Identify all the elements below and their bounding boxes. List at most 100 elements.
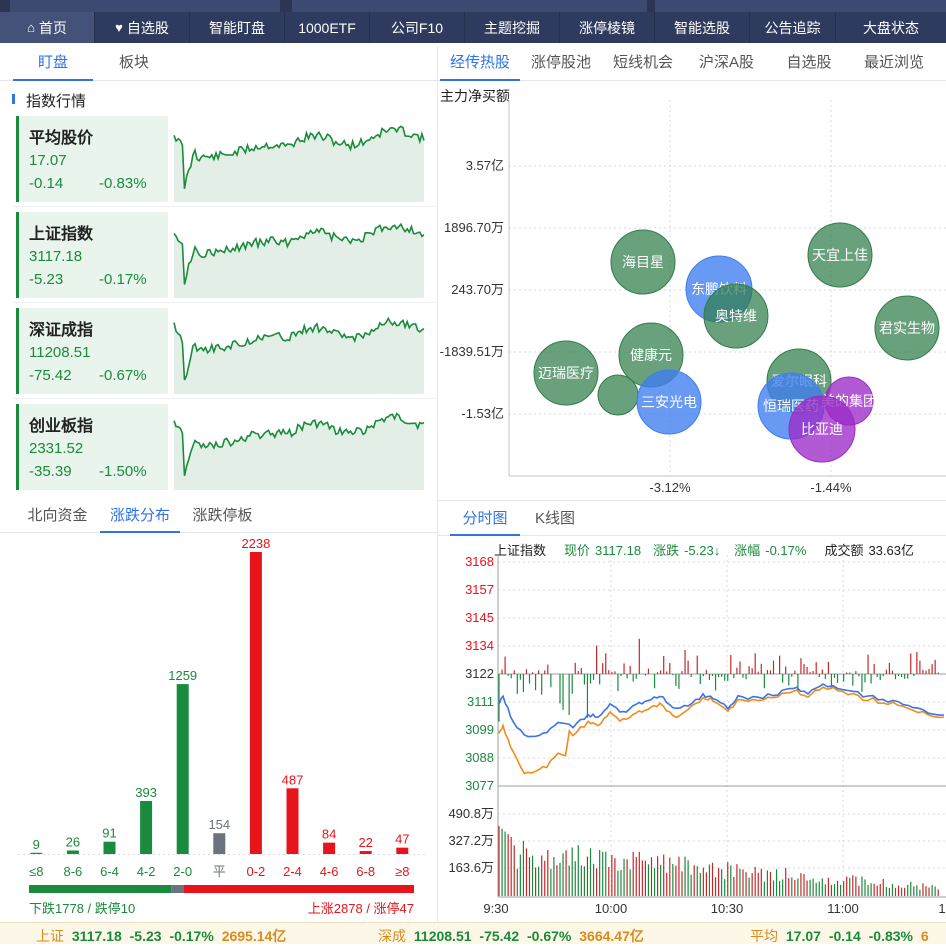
bubble-比亚迪[interactable]: 比亚迪 [788, 395, 856, 463]
bubble-奥特维[interactable]: 奥特维 [703, 283, 769, 349]
ticker-pct: -0.17% [169, 928, 214, 944]
nav-f10[interactable]: 公司F10 [370, 12, 465, 43]
dist-bar[interactable] [66, 850, 79, 854]
bubble-君实生物[interactable]: 君实生物 [874, 295, 940, 361]
bubble-健康元[interactable]: 健康元 [618, 322, 684, 388]
index-change: -35.39 [29, 463, 72, 480]
sparkline-sh [173, 222, 425, 298]
dist-bar[interactable] [103, 841, 116, 854]
dist-value-label: 1259 [168, 668, 197, 683]
tab-recent[interactable]: 最近浏览 [863, 54, 924, 71]
dist-category-label: 4-6 [320, 864, 339, 879]
ratio-up-segment [183, 885, 414, 893]
price-ytick: 3122 [465, 666, 494, 681]
tab-watchlist[interactable]: 自选股 [786, 54, 832, 71]
tab-watch[interactable]: 盯盘 [13, 46, 93, 81]
nav-smart-pick[interactable]: 智能选股 [655, 12, 750, 43]
ticker-sh[interactable]: 上证 3117.18 -5.23 -0.17% 2695.14亿 [36, 926, 286, 946]
index-card-avg[interactable]: 平均股价 17.07 -0.14 -0.83% [16, 116, 168, 202]
price-ytick: 3111 [467, 694, 494, 709]
nav-1000etf[interactable]: 1000ETF [285, 12, 370, 43]
bubble-unnamed[interactable] [597, 374, 639, 416]
index-change: -0.14 [29, 175, 64, 192]
index-price: 17.07 [29, 152, 67, 169]
timechart-header: 上证指数 现价 3117.18 涨跌 -5.23↓ 涨幅 -0.17% 成交额 33.63亿 [494, 543, 914, 558]
nav-home[interactable]: ⌂ 首页 [0, 12, 95, 43]
dist-bar[interactable] [176, 684, 189, 854]
bubble-三安光电[interactable]: 三安光电 [636, 369, 702, 435]
price-ytick: 3077 [465, 778, 494, 793]
dist-bar[interactable] [30, 852, 43, 854]
price-ytick: 3145 [465, 610, 494, 625]
timechart-change: -5.23↓ [684, 543, 721, 558]
volume-ytick: 163.6万 [448, 860, 494, 875]
index-change: -75.42 [29, 367, 72, 384]
index-card-sz[interactable]: 深证成指 11208.51 -75.42 -0.67% [16, 308, 168, 394]
index-price: 3117.18 [29, 248, 83, 265]
nav-watchlist[interactable]: ♥ 自选股 [95, 12, 190, 43]
dist-bar[interactable] [359, 851, 372, 854]
dist-category-label: 2-0 [173, 864, 192, 879]
bubble-海目星[interactable]: 海目星 [610, 229, 676, 295]
nav-theme[interactable]: 主题挖掘 [465, 12, 560, 43]
tab-limit-pool[interactable]: 涨停股池 [530, 54, 591, 71]
nav-announcement[interactable]: 公告追踪 [750, 12, 836, 43]
timechart-index-name: 上证指数 [494, 543, 547, 558]
bubble-xtick: -3.12% [649, 480, 691, 495]
dist-bar[interactable] [396, 847, 409, 854]
tab-intraday[interactable]: 分时图 [450, 502, 520, 536]
index-pct: -0.83% [99, 175, 147, 192]
dist-value-label: 22 [358, 835, 372, 850]
dist-footer-down: 下跌1778 / 跌停10 [29, 901, 135, 916]
ticker-name: 平均 [750, 928, 778, 944]
index-change: -5.23 [29, 271, 64, 288]
ticker-change: -5.23 [129, 928, 162, 944]
index-card-cyb[interactable]: 创业板指 2331.52 -35.39 -1.50% [16, 404, 168, 490]
tab-short-term[interactable]: 短线机会 [612, 54, 673, 71]
vertical-divider [437, 46, 438, 922]
nav-smart-watch[interactable]: 智能盯盘 [190, 12, 285, 43]
tab-distribution[interactable]: 涨跌分布 [100, 499, 180, 533]
ticker-sz[interactable]: 深成 11208.51 -75.42 -0.67% 3664.47亿 [378, 926, 644, 946]
ticker-pct: -0.83% [868, 928, 913, 944]
tab-a-shares[interactable]: 沪深A股 [698, 54, 754, 71]
ticker-name: 上证 [36, 928, 64, 944]
card-divider [12, 206, 438, 207]
bubble-label: 海目星 [622, 254, 664, 270]
nav-limit-prism[interactable]: 涨停棱镜 [560, 12, 655, 43]
index-name: 上证指数 [29, 226, 94, 243]
bubble-label: 君实生物 [879, 320, 935, 336]
index-card-sh[interactable]: 上证指数 3117.18 -5.23 -0.17% [16, 212, 168, 298]
dist-value-label: 393 [135, 785, 157, 800]
card-divider [12, 302, 438, 303]
tab-northbound[interactable]: 北向资金 [27, 507, 88, 524]
price-ytick: 3134 [465, 638, 494, 653]
dist-bar[interactable] [286, 788, 299, 854]
dist-value-label: 2238 [241, 536, 270, 551]
volume-ytick: 327.2万 [448, 833, 494, 848]
dist-bar[interactable] [323, 842, 336, 854]
dist-bar[interactable] [213, 833, 226, 854]
bubble-ytick: 243.70万 [451, 282, 504, 297]
dist-bar[interactable] [140, 800, 153, 854]
ticker-amount: 3664.47亿 [579, 928, 644, 944]
dist-category-label: 0-2 [247, 864, 266, 879]
right-tab-bar: 经传热股 涨停股池 短线机会 沪深A股 自选股 最近浏览 [438, 46, 946, 81]
dist-category-label: 4-2 [137, 864, 156, 879]
bubble-迈瑞医疗[interactable]: 迈瑞医疗 [533, 340, 599, 406]
tab-limit[interactable]: 涨跌停板 [192, 507, 253, 524]
tab-hot-stocks[interactable]: 经传热股 [440, 46, 520, 81]
ticker-price: 3117.18 [71, 928, 122, 944]
nav-market-status[interactable]: 大盘状态 [863, 19, 919, 36]
dist-category-label: 2-4 [283, 864, 302, 879]
ticker-avg[interactable]: 平均 17.07 -0.14 -0.83% 6 [750, 926, 929, 946]
bubble-天宜上佳[interactable]: 天宜上佳 [807, 222, 873, 288]
sparkline-sz [173, 316, 425, 394]
dist-bar[interactable] [249, 552, 262, 854]
tab-kline[interactable]: K线图 [534, 510, 575, 527]
intraday-chart: 3168 3157 3145 3134 3122 3111 3099 3088 … [448, 555, 946, 916]
dist-value-label: 84 [322, 827, 336, 842]
time-xtick: 11:00 [827, 901, 859, 916]
tab-sector[interactable]: 板块 [118, 54, 149, 71]
price-ytick: 3099 [465, 722, 494, 737]
